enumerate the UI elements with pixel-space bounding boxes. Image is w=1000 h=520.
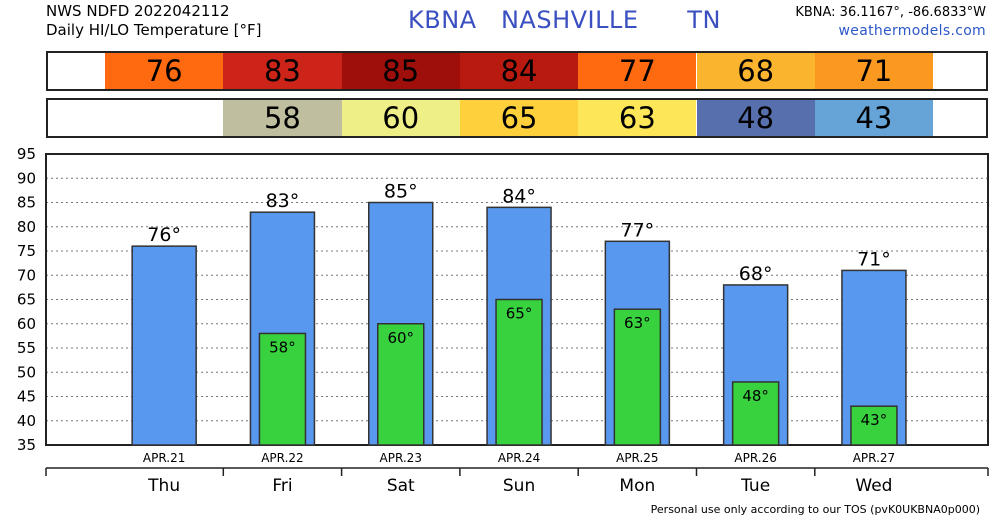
y-tick-label: 70 [17, 266, 36, 284]
station-coordinates: KBNA: 36.1167°, -86.6833°W [795, 5, 986, 20]
y-tick-label: 80 [17, 218, 36, 236]
y-tick-label: 50 [17, 363, 36, 381]
day-tick-label: Tue [740, 476, 770, 496]
low-strip-value: 65 [500, 101, 538, 135]
low-temp-bar [850, 405, 898, 446]
low-strip-value: 43 [855, 101, 893, 135]
high-temp-label: 77° [621, 219, 655, 241]
high-strip-cell: 77 [578, 53, 697, 89]
y-tick-label: 90 [17, 169, 36, 187]
y-tick-label: 65 [17, 291, 36, 309]
high-temp-label: 84° [502, 185, 536, 207]
high-strip-cell: 83 [223, 53, 342, 89]
low-temp-label: 63° [624, 314, 651, 332]
low-strip-value: 63 [618, 101, 656, 135]
high-strip-value: 85 [382, 54, 420, 88]
y-tick-label: 75 [17, 242, 36, 260]
y-tick-label: 45 [17, 388, 36, 406]
y-tick-label: 40 [17, 412, 36, 430]
high-strip-cell: 71 [814, 53, 934, 89]
date-tick-label: APR.26 [734, 451, 776, 465]
low-temp-label: 58° [269, 338, 296, 356]
low-strip-value: 60 [382, 101, 420, 135]
y-tick-label: 85 [17, 194, 36, 212]
low-temp-bar [495, 298, 543, 446]
low-strip-cell: 63 [578, 100, 697, 136]
high-strip-value: 71 [855, 54, 893, 88]
high-strip-value: 76 [145, 54, 183, 88]
high-strip-cell: 68 [696, 53, 815, 89]
high-strip-value: 84 [500, 54, 538, 88]
date-tick-label: APR.22 [261, 451, 303, 465]
day-tick-label: Sat [387, 476, 415, 496]
model-run-label: NWS NDFD 2022042112 [46, 2, 230, 20]
low-temp-strip: 58 60 65 63 48 43 [46, 98, 988, 138]
date-tick-label: APR.25 [616, 451, 658, 465]
low-strip-cell: 43 [814, 100, 934, 136]
station-title: KBNA NASHVILLE TN [408, 6, 721, 34]
high-temp-bar [131, 245, 197, 446]
tos-notice: Personal use only according to our TOS (… [650, 503, 980, 516]
chart-header-right: KBNA: 36.1167°, -86.6833°W weathermodels… [795, 3, 986, 41]
low-temp-label: 60° [387, 329, 414, 347]
low-strip-value: 48 [737, 101, 775, 135]
high-temp-strip: 76 83 85 84 77 68 71 [46, 51, 988, 91]
high-temp-label: 85° [384, 181, 418, 203]
low-temp-label: 48° [742, 387, 769, 405]
temperature-bar-chart: 35 40 45 50 55 60 65 70 75 80 85 90 95 76° APR.21 Thu 83… [17, 145, 989, 496]
date-tick-label: APR.23 [380, 451, 422, 465]
y-tick-label: 35 [17, 436, 36, 454]
date-tick-label: APR.21 [143, 451, 185, 465]
high-temp-label: 83° [266, 190, 300, 212]
high-strip-value: 68 [737, 54, 775, 88]
low-temp-label: 43° [861, 411, 888, 429]
low-temp-bar [258, 332, 307, 446]
high-strip-cell: 85 [341, 53, 460, 89]
high-temp-label: 71° [857, 248, 891, 270]
low-temp-label: 65° [506, 305, 533, 323]
low-temp-bar [731, 381, 780, 446]
chart-title: Daily HI/LO Temperature [°F] [46, 21, 262, 39]
site-link[interactable]: weathermodels.com [838, 23, 986, 39]
day-tick-label: Thu [147, 476, 180, 496]
low-strip-cell: 60 [341, 100, 460, 136]
y-tick-label: 55 [17, 339, 36, 357]
high-temp-label: 76° [147, 224, 181, 246]
day-tick-label: Mon [619, 476, 655, 496]
low-strip-cell: 65 [459, 100, 579, 136]
chart-header-left: NWS NDFD 2022042112 Daily HI/LO Temperat… [46, 2, 262, 40]
y-tick-label: 60 [17, 315, 36, 333]
high-strip-value: 83 [263, 54, 301, 88]
high-temp-label: 68° [739, 263, 773, 285]
high-strip-cell: 76 [105, 53, 224, 89]
day-tick-label: Wed [855, 476, 892, 496]
date-tick-label: APR.27 [853, 451, 895, 465]
low-temp-bar [613, 308, 662, 446]
high-strip-value: 77 [618, 54, 656, 88]
y-tick-label: 95 [17, 145, 36, 163]
low-strip-cell: 48 [696, 100, 815, 136]
high-strip-cell: 84 [459, 53, 579, 89]
date-tick-label: APR.24 [498, 451, 540, 465]
low-strip-value: 58 [263, 101, 301, 135]
low-strip-cell [105, 100, 224, 136]
day-tick-label: Sun [503, 476, 535, 496]
day-tick-label: Fri [272, 476, 292, 496]
low-strip-cell: 58 [223, 100, 342, 136]
low-temp-bar [377, 323, 425, 446]
